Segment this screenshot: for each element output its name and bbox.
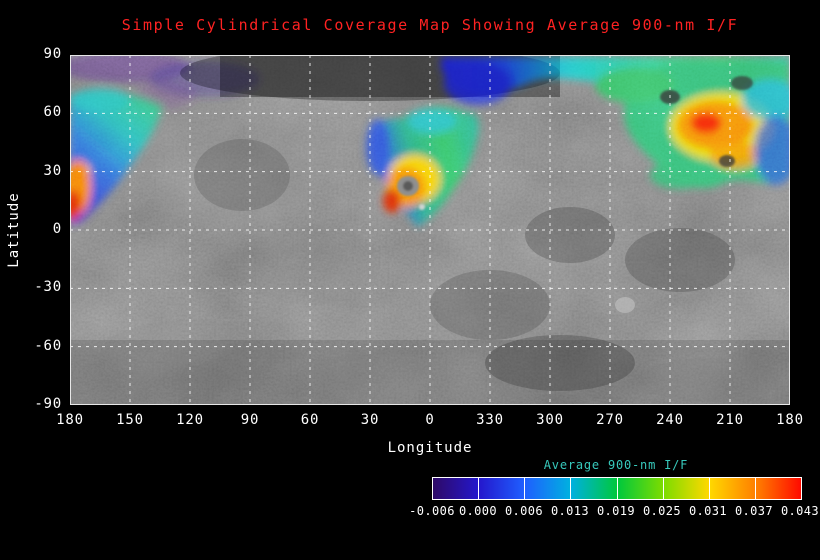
x-tick-label: 240 <box>656 412 684 428</box>
colorbar-segment <box>571 478 618 499</box>
map-plot-area <box>60 45 798 405</box>
x-tick-label: 270 <box>596 412 624 428</box>
y-tick-label: 60 <box>43 104 62 121</box>
x-tick-label: 0 <box>425 412 435 428</box>
colorbar <box>432 477 802 500</box>
y-tick-label: -60 <box>34 337 62 354</box>
coverage-west-patch <box>65 88 162 225</box>
colorbar-tick-label: 0.025 <box>642 504 682 518</box>
y-tick-label: 90 <box>43 46 62 62</box>
colorbar-tick-label: 0.013 <box>550 504 590 518</box>
coverage-map <box>60 45 798 405</box>
chart-title: Simple Cylindrical Coverage Map Showing … <box>121 16 739 34</box>
colorbar-tick-label: 0.037 <box>734 504 774 518</box>
graticule-grid <box>70 55 790 405</box>
colorbar-segment <box>663 478 710 499</box>
y-tick-label: 0 <box>52 221 62 237</box>
y-tick-label: -90 <box>34 396 62 412</box>
colorbar-tick-label: 0.031 <box>688 504 728 518</box>
crater-details <box>397 76 753 210</box>
x-tick-label: 330 <box>476 412 504 428</box>
x-tick-label: 150 <box>116 412 144 428</box>
colorbar-segment <box>525 478 572 499</box>
colorbar-tick-label: 0.019 <box>596 504 636 518</box>
x-tick-label: 60 <box>300 412 320 428</box>
colorbar-segment <box>755 478 801 499</box>
x-tick-label: 210 <box>716 412 744 428</box>
plot-frame <box>70 55 790 405</box>
x-tick-label: 180 <box>56 412 84 428</box>
colorbar-label: Average 900-nm I/F <box>543 458 689 472</box>
colorbar-segment <box>479 478 526 499</box>
x-tick-label: 180 <box>776 412 804 428</box>
x-tick-label: 300 <box>536 412 564 428</box>
colorbar-tick-label: -0.006 <box>409 504 455 518</box>
colorbar-segment <box>433 478 480 499</box>
y-tick-label: -30 <box>34 279 62 296</box>
colorbar-tick-label: 0.000 <box>458 504 498 518</box>
x-axis-label: Longitude <box>387 440 473 456</box>
x-tick-label: 90 <box>240 412 260 428</box>
colorbar-tick-label: 0.006 <box>504 504 544 518</box>
colorbar-segment <box>709 478 756 499</box>
y-tick-label: 30 <box>43 162 62 179</box>
x-tick-label: 30 <box>360 412 380 428</box>
colorbar-segment <box>617 478 664 499</box>
coverage-overlay <box>60 51 798 227</box>
colorbar-tick-label: 0.043 <box>780 504 820 518</box>
x-tick-label: 120 <box>176 412 204 428</box>
